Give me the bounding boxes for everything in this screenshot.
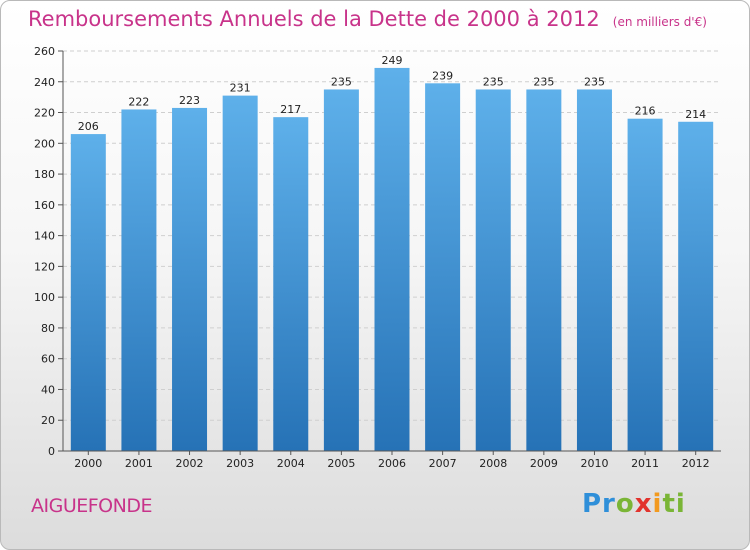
- x-tick-label: 2000: [74, 457, 102, 470]
- logo-part-1: Pr: [582, 489, 616, 519]
- data-label: 239: [432, 69, 453, 82]
- chart-title-text: Remboursements Annuels de la Dette de 20…: [28, 7, 600, 31]
- x-tick-label: 2009: [530, 457, 558, 470]
- bar: [222, 95, 258, 451]
- y-tick-label: 80: [41, 322, 55, 335]
- x-tick-label: 2010: [580, 457, 608, 470]
- x-tick-labels: 2000 2001 2002 2003 2004 2005 2006 2007 2008 2009…: [74, 457, 709, 470]
- data-label: 222: [128, 95, 149, 108]
- x-tick-label: 2008: [479, 457, 507, 470]
- y-tick-labels: 0 20 40 60 80 100 120 140 160 180 200 220 240 260: [34, 45, 55, 458]
- place-name: AIGUEFONDE: [31, 495, 152, 517]
- y-tick-label: 200: [34, 137, 55, 150]
- x-tick-label: 2003: [226, 457, 254, 470]
- axes: [58, 50, 721, 455]
- x-tick-label: 2005: [327, 457, 355, 470]
- proxiti-logo: Proxiti: [582, 489, 686, 519]
- chart-unit: (en milliers d'€): [612, 15, 707, 29]
- bar: [425, 83, 461, 452]
- bar: [273, 117, 309, 452]
- data-label: 214: [685, 108, 706, 121]
- data-label: 235: [533, 75, 554, 88]
- y-tick-label: 140: [34, 230, 55, 243]
- bar: [475, 89, 511, 451]
- y-tick-label: 160: [34, 199, 55, 212]
- bar: [627, 118, 663, 451]
- bar: [121, 109, 157, 451]
- data-label: 216: [635, 105, 656, 118]
- y-tick-label: 220: [34, 107, 55, 120]
- y-tick-label: 20: [41, 414, 55, 427]
- data-label: 235: [584, 75, 605, 88]
- data-label: 235: [331, 75, 352, 88]
- y-tick-label: 0: [48, 445, 55, 458]
- y-tick-label: 180: [34, 168, 55, 181]
- bar: [526, 89, 562, 451]
- logo-part-3: x: [634, 489, 653, 519]
- bar: [323, 89, 359, 451]
- bar: [374, 67, 410, 451]
- logo-part-5: ti: [662, 489, 686, 519]
- y-tick-label: 260: [34, 45, 55, 58]
- chart-title: Remboursements Annuels de la Dette de 20…: [28, 7, 707, 31]
- x-tick-label: 2007: [429, 457, 457, 470]
- x-tick-label: 2001: [125, 457, 153, 470]
- data-label: 231: [230, 82, 251, 95]
- y-tick-label: 120: [34, 260, 55, 273]
- bar: [576, 89, 612, 451]
- bars: [70, 67, 714, 452]
- bar: [172, 107, 208, 451]
- y-tick-label: 40: [41, 383, 55, 396]
- y-tick-label: 240: [34, 76, 55, 89]
- data-label: 235: [483, 75, 504, 88]
- logo-part-2: o: [615, 489, 635, 519]
- bar: [678, 121, 714, 452]
- data-label: 206: [78, 120, 99, 133]
- y-tick-label: 100: [34, 291, 55, 304]
- data-label: 217: [280, 103, 301, 116]
- x-tick-label: 2011: [631, 457, 659, 470]
- data-label: 249: [382, 54, 403, 67]
- data-label: 223: [179, 94, 200, 107]
- data-labels: 206 222 223 231 217 235 249 239 235 235 235 216 214: [78, 54, 706, 133]
- y-tick-label: 60: [41, 353, 55, 366]
- x-tick-label: 2004: [277, 457, 305, 470]
- x-tick-label: 2006: [378, 457, 406, 470]
- bar: [70, 134, 106, 452]
- x-tick-label: 2012: [682, 457, 710, 470]
- x-tick-label: 2002: [176, 457, 204, 470]
- logo-part-4: i: [652, 489, 663, 519]
